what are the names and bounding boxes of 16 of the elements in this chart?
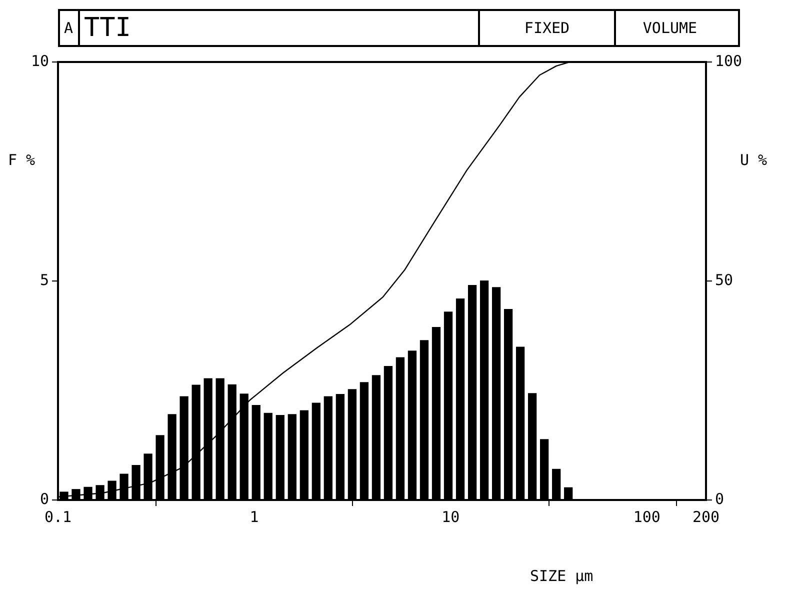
x-tick-label: 1: [250, 508, 259, 526]
x-tick-label: 200: [692, 508, 720, 526]
x-tick-label: 100: [633, 508, 660, 526]
y2-tick-label: 100: [715, 52, 742, 70]
y-tick-label: 10: [30, 52, 49, 70]
y2-axis-title: U %: [740, 151, 768, 169]
y2-tick-label: 0: [715, 490, 724, 508]
chart-title: TTI: [80, 11, 480, 45]
header-panel: A TTI FIXED VOLUME: [58, 9, 740, 47]
y-tick-label: 0: [40, 490, 49, 508]
x-axis-title: SIZE µm: [530, 567, 594, 585]
x-tick-label: 10: [442, 508, 460, 526]
y-axis-title: F %: [8, 151, 36, 169]
y2-tick-label: 50: [715, 270, 734, 289]
x-tick-label: 0.1: [44, 508, 72, 526]
y-tick-label: 5: [40, 270, 49, 289]
